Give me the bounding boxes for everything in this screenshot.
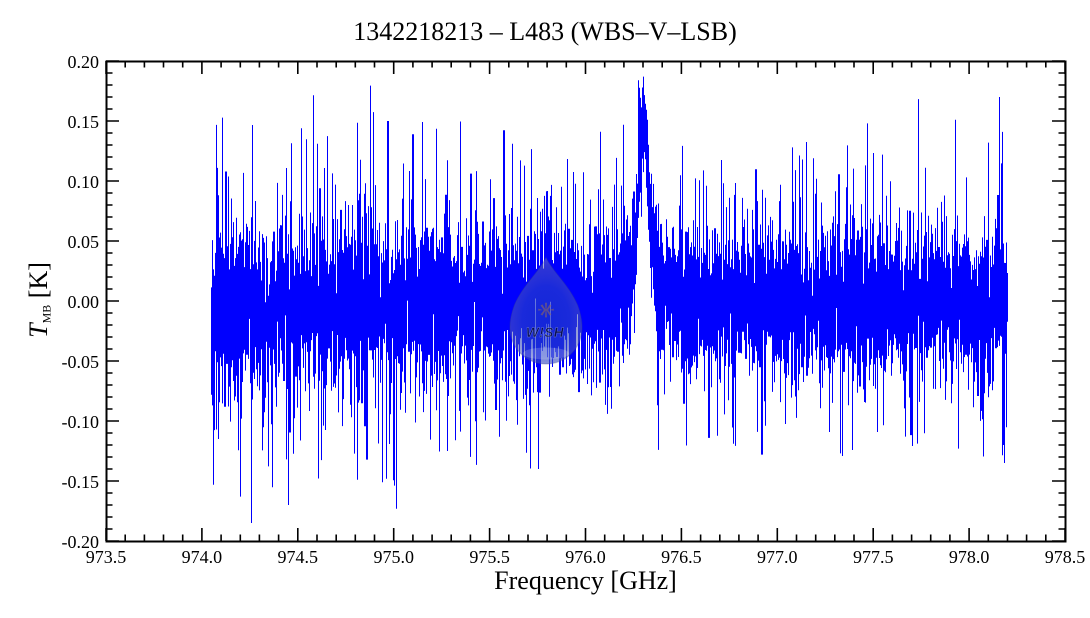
svg-text:1342218213 – L483 (WBS–V–LSB): 1342218213 – L483 (WBS–V–LSB): [353, 17, 737, 46]
svg-text:Frequency [GHz]: Frequency [GHz]: [494, 566, 677, 595]
svg-text:976.0: 976.0: [565, 547, 606, 567]
svg-text:-0.20: -0.20: [62, 532, 100, 552]
svg-text:974.5: 974.5: [278, 547, 319, 567]
svg-text:976.5: 976.5: [661, 547, 702, 567]
svg-text:-0.10: -0.10: [62, 412, 100, 432]
svg-text:975.5: 975.5: [469, 547, 510, 567]
svg-text:TMB [K]: TMB [K]: [24, 262, 54, 338]
svg-text:978.0: 978.0: [949, 547, 990, 567]
svg-text:974.0: 974.0: [182, 547, 223, 567]
svg-text:977.0: 977.0: [757, 547, 798, 567]
svg-text:0.15: 0.15: [68, 112, 100, 132]
svg-text:0.00: 0.00: [68, 292, 100, 312]
svg-text:0.05: 0.05: [68, 232, 100, 252]
svg-text:973.5: 973.5: [86, 547, 127, 567]
svg-text:0.20: 0.20: [68, 52, 100, 72]
svg-text:977.5: 977.5: [853, 547, 894, 567]
svg-text:-0.05: -0.05: [62, 352, 100, 372]
svg-text:W!SH: W!SH: [526, 325, 564, 340]
svg-text:978.5: 978.5: [1045, 547, 1086, 567]
svg-text:975.0: 975.0: [373, 547, 414, 567]
svg-text:-0.15: -0.15: [62, 472, 100, 492]
svg-text:0.10: 0.10: [68, 172, 100, 192]
